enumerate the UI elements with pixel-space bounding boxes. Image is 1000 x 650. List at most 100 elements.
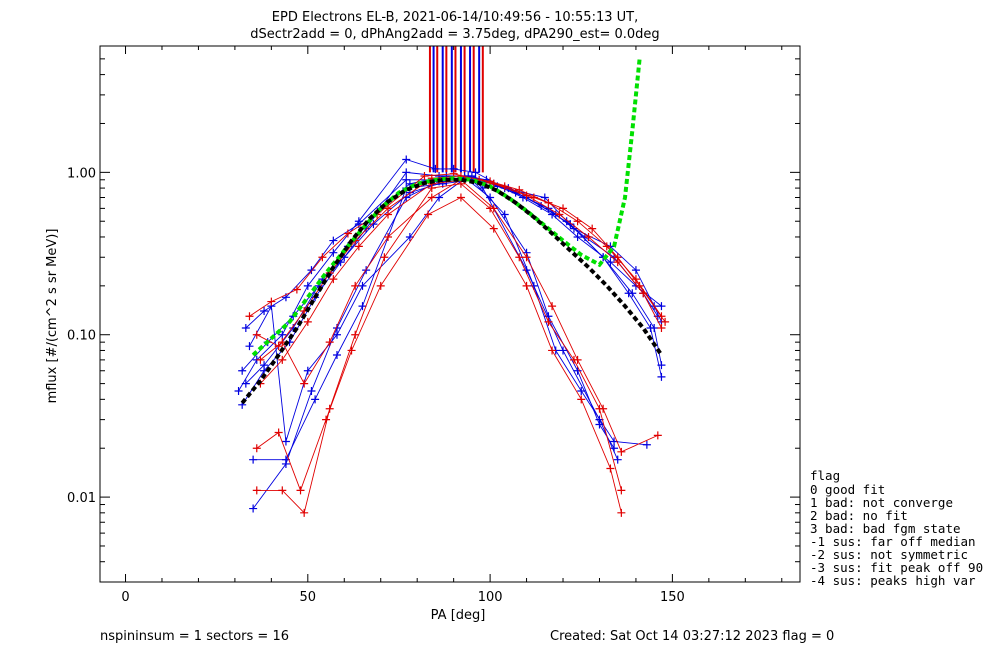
data-point <box>515 253 524 262</box>
data-point <box>318 253 327 262</box>
data-point <box>369 220 378 229</box>
data-point <box>631 266 640 275</box>
y-tick-label: 1.00 <box>67 166 96 181</box>
data-point <box>245 312 254 321</box>
data-point <box>405 232 414 241</box>
data-point <box>278 486 287 495</box>
y-axis-label: mflux [#/(cm^2 s sr MeV)] <box>45 229 60 404</box>
data-point <box>486 177 495 186</box>
data-point <box>559 204 568 213</box>
legend-item: -1 sus: far off median <box>810 534 976 549</box>
data-point <box>296 486 305 495</box>
data-point <box>249 504 258 513</box>
data-point <box>303 366 312 375</box>
data-point <box>606 464 615 473</box>
data-point <box>602 242 611 251</box>
data-point <box>245 342 254 351</box>
data-point <box>577 395 586 404</box>
data-point <box>544 198 553 207</box>
data-point <box>544 317 553 326</box>
data-point <box>303 317 312 326</box>
data-point <box>278 330 287 339</box>
data-point <box>610 444 619 453</box>
data-point <box>281 437 290 446</box>
data-point <box>300 508 309 517</box>
data-point <box>420 171 429 180</box>
data-point <box>256 355 265 364</box>
data-point <box>515 185 524 194</box>
axes: 0 50 100 150 0.01 0.10 1.00 <box>67 45 801 605</box>
data-point <box>584 232 593 241</box>
data-point <box>522 253 531 262</box>
data-point <box>456 193 465 202</box>
y-tick-label: 0.10 <box>67 329 96 344</box>
series-line-13 <box>260 179 658 453</box>
data-point <box>588 224 597 233</box>
data-point <box>617 508 626 517</box>
x-tick-label: 50 <box>300 590 317 605</box>
data-point <box>537 202 546 211</box>
data-point <box>281 459 290 468</box>
data-point <box>380 253 389 262</box>
data-point <box>642 440 651 449</box>
chart-title: EPD Electrons EL-B, 2021-06-14/10:49:56 … <box>272 10 638 25</box>
data-point <box>566 220 575 229</box>
legend-item: 3 bad: bad fgm state <box>810 521 961 536</box>
data-point <box>529 281 538 290</box>
data-point <box>555 210 564 219</box>
data-point <box>384 232 393 241</box>
data-point <box>424 210 433 219</box>
legend-item: -2 sus: not symmetric <box>810 547 968 562</box>
data-point <box>522 281 531 290</box>
data-point <box>595 420 604 429</box>
data-point <box>307 387 316 396</box>
data-point <box>606 258 615 267</box>
data-point <box>431 164 440 173</box>
data-point <box>657 302 666 311</box>
series-line-10 <box>256 183 622 514</box>
data-point <box>573 217 582 226</box>
fit-line-14 <box>251 58 642 357</box>
data-point <box>307 266 316 275</box>
data-point <box>260 306 269 315</box>
data-point <box>599 404 608 413</box>
data-point <box>274 428 283 437</box>
data-point <box>402 155 411 164</box>
data-point <box>653 431 662 440</box>
data-point <box>329 248 338 257</box>
footer-right: Created: Sat Oct 14 03:27:12 2023 flag =… <box>550 629 834 644</box>
data-point <box>617 447 626 456</box>
data-point <box>351 281 360 290</box>
data-point <box>628 289 637 298</box>
data-point <box>631 275 640 284</box>
data-point <box>311 395 320 404</box>
data-point <box>292 285 301 294</box>
data-point <box>650 324 659 333</box>
data-point <box>384 204 393 213</box>
legend-item: 0 good fit <box>810 482 885 497</box>
data-point <box>661 317 670 326</box>
data-point <box>657 312 666 321</box>
data-point <box>241 324 250 333</box>
data-point <box>500 210 509 219</box>
series-line-5 <box>253 179 647 461</box>
plot-frame <box>99 45 801 583</box>
data-point <box>402 175 411 184</box>
data-point <box>329 275 338 284</box>
data-point <box>325 404 334 413</box>
data-point <box>657 361 666 370</box>
data-point <box>354 242 363 251</box>
series-line-1 <box>241 171 662 406</box>
data-point <box>427 193 436 202</box>
data-point <box>260 361 269 370</box>
y-tick-label: 0.01 <box>67 491 96 506</box>
legend-item: 1 bad: not converge <box>810 495 953 510</box>
data-point <box>548 346 557 355</box>
data-point <box>489 204 498 213</box>
data-point <box>347 346 356 355</box>
data-point <box>617 486 626 495</box>
data-point <box>241 379 250 388</box>
data-point <box>249 455 258 464</box>
data-point <box>252 444 261 453</box>
